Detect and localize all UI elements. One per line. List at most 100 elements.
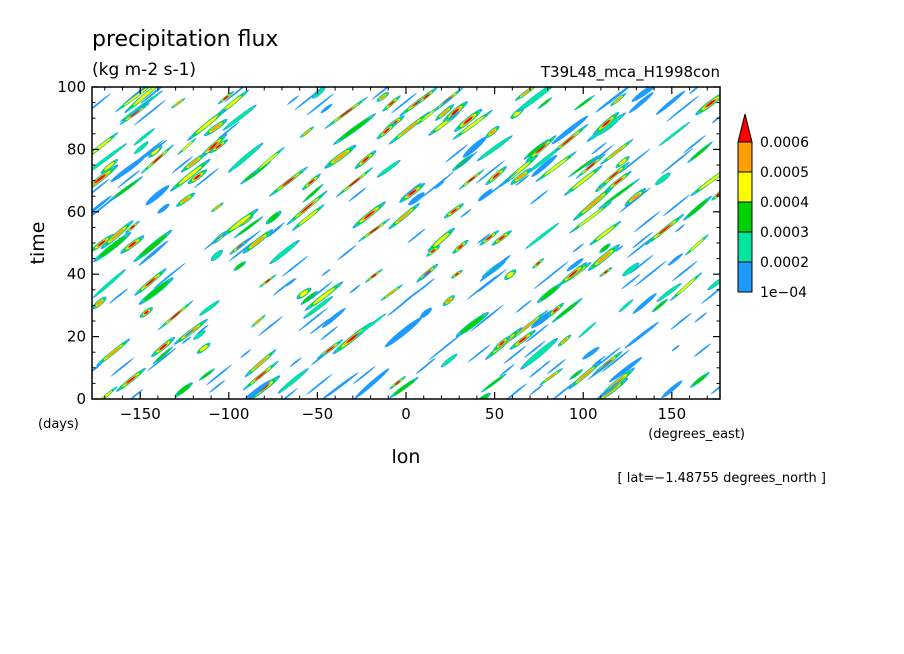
precip-contour bbox=[614, 178, 623, 185]
precip-contour bbox=[98, 240, 106, 246]
precip-streak bbox=[687, 141, 713, 164]
precip-filament bbox=[529, 365, 545, 378]
precip-streak bbox=[632, 292, 657, 314]
precip-contour bbox=[170, 310, 181, 320]
precip-streak bbox=[110, 156, 146, 183]
precip-contour bbox=[346, 333, 359, 344]
precip-filament bbox=[217, 121, 240, 140]
precip-streak bbox=[92, 269, 126, 299]
precip-contour bbox=[628, 92, 654, 114]
precip-streak bbox=[509, 329, 536, 350]
x-tick-label: −100 bbox=[208, 405, 249, 423]
precip-filament bbox=[595, 378, 623, 399]
precip-filament bbox=[477, 233, 491, 244]
precip-filament bbox=[337, 245, 357, 261]
precip-filament bbox=[109, 288, 129, 304]
precip-streak bbox=[569, 368, 584, 380]
precip-streak bbox=[93, 231, 132, 263]
precip-streak bbox=[354, 313, 387, 338]
precip-streak bbox=[683, 195, 712, 221]
precip-contour bbox=[155, 348, 171, 362]
precip-filament bbox=[371, 87, 396, 100]
precip-contour bbox=[259, 152, 278, 169]
precip-contour bbox=[339, 117, 371, 141]
y-tick-label: 80 bbox=[67, 140, 86, 158]
precip-contour bbox=[235, 262, 245, 270]
precip-filament bbox=[128, 389, 144, 399]
colorbar-label: 0.0006 bbox=[760, 135, 809, 151]
precip-streak bbox=[145, 185, 170, 206]
colorbar-label: 0.0003 bbox=[760, 225, 809, 241]
precip-contour bbox=[540, 285, 559, 301]
precip-filament bbox=[467, 274, 498, 300]
precip-contour bbox=[151, 147, 160, 155]
precip-filament bbox=[541, 360, 551, 368]
precip-streak bbox=[491, 230, 512, 246]
precip-contour bbox=[603, 270, 608, 274]
precip-contour bbox=[572, 158, 594, 175]
precip-contour bbox=[451, 108, 460, 116]
precip-contour bbox=[423, 93, 430, 100]
precip-streak bbox=[610, 93, 627, 107]
precip-contour bbox=[408, 189, 417, 196]
precip-streak bbox=[670, 272, 703, 301]
precip-filament bbox=[224, 87, 257, 103]
precip-contour bbox=[630, 193, 641, 202]
precip-streak bbox=[608, 356, 643, 383]
precip-streak bbox=[408, 192, 425, 206]
precip-contour bbox=[400, 120, 419, 136]
precip-contour bbox=[98, 236, 127, 258]
precip-streak bbox=[525, 222, 560, 249]
precip-streak bbox=[689, 372, 710, 388]
precip-streak bbox=[376, 92, 390, 102]
precip-streak bbox=[510, 167, 532, 185]
precip-streak bbox=[645, 213, 685, 246]
x-axis-label: lon bbox=[392, 446, 421, 468]
precip-streak bbox=[477, 135, 513, 162]
precip-contour bbox=[386, 289, 397, 297]
precip-streak bbox=[440, 353, 458, 368]
precip-streak bbox=[388, 111, 431, 145]
precip-streak bbox=[268, 166, 309, 197]
precip-streak bbox=[416, 88, 437, 105]
y-tick-label: 60 bbox=[67, 203, 86, 221]
precip-contour bbox=[384, 317, 423, 348]
precip-filament bbox=[618, 148, 651, 174]
precip-contour bbox=[92, 145, 125, 174]
precip-contour bbox=[159, 343, 167, 350]
precip-filament bbox=[592, 355, 606, 367]
precip-filament bbox=[547, 379, 579, 399]
precip-contour bbox=[96, 300, 103, 306]
x-tick-label: 0 bbox=[401, 405, 411, 423]
precip-streak bbox=[569, 201, 613, 234]
precip-streak bbox=[133, 229, 173, 263]
precip-contour bbox=[698, 172, 720, 190]
precip-filament bbox=[478, 268, 507, 292]
precip-filament bbox=[289, 357, 302, 367]
x-axis-ticks: −150 −100 −50 0 50 100 150 bbox=[104, 87, 708, 423]
precip-streak bbox=[479, 230, 500, 246]
colorbar: 1e−04 0.0002 0.0003 0.0004 0.0005 0.0006 bbox=[737, 113, 809, 301]
precip-filament bbox=[130, 98, 153, 116]
precip-contour bbox=[195, 115, 219, 134]
precip-contour bbox=[326, 346, 334, 353]
precip-filament bbox=[171, 156, 194, 174]
colorbar-label: 0.0002 bbox=[760, 255, 809, 271]
precip-filament bbox=[455, 151, 478, 170]
precip-contour bbox=[408, 192, 425, 206]
precip-filament bbox=[407, 228, 426, 243]
precip-contour bbox=[253, 357, 268, 370]
precip-contour bbox=[455, 272, 459, 276]
precip-filament bbox=[309, 318, 330, 335]
precip-contour bbox=[271, 241, 298, 263]
precip-contour bbox=[138, 240, 169, 266]
precip-filament bbox=[321, 268, 331, 277]
precip-filament bbox=[400, 182, 422, 200]
precip-streak bbox=[558, 262, 588, 286]
precip-streak bbox=[588, 244, 620, 271]
precip-contour bbox=[579, 323, 595, 337]
precip-filament bbox=[671, 260, 698, 282]
precip-filament bbox=[298, 307, 328, 332]
precip-streak bbox=[176, 192, 196, 207]
precip-filament bbox=[460, 208, 472, 218]
